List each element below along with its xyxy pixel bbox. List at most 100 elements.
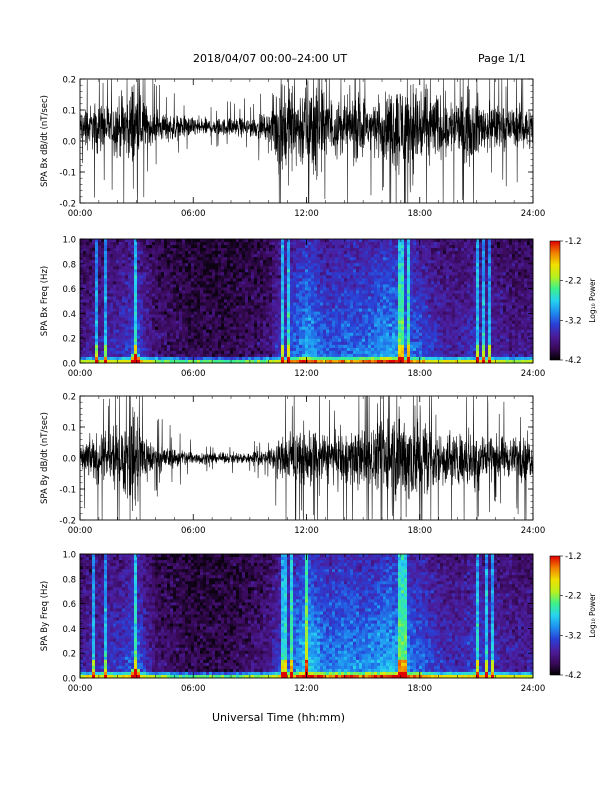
heatmap-cell bbox=[164, 266, 168, 270]
heatmap-cell bbox=[176, 305, 180, 309]
heatmap-cell bbox=[119, 275, 123, 279]
heatmap-cell bbox=[434, 245, 438, 249]
heatmap-cell bbox=[221, 341, 225, 346]
heatmap-cell bbox=[293, 311, 297, 315]
heatmap-cell bbox=[92, 356, 96, 361]
heatmap-cell bbox=[155, 266, 159, 270]
heatmap-cell bbox=[218, 254, 222, 258]
heatmap-cell bbox=[287, 302, 291, 306]
heatmap-cell bbox=[212, 305, 216, 309]
heatmap-cell bbox=[350, 272, 354, 276]
heatmap-cell bbox=[161, 266, 165, 270]
heatmap-cell bbox=[347, 305, 351, 309]
heatmap-cell bbox=[326, 329, 330, 334]
heatmap-cell bbox=[314, 347, 318, 352]
heatmap-cell bbox=[404, 353, 408, 358]
heatmap-cell bbox=[152, 308, 156, 312]
heatmap-cell bbox=[257, 242, 261, 246]
heatmap-cell bbox=[266, 293, 270, 297]
heatmap-cell bbox=[239, 248, 243, 252]
heatmap-cell bbox=[179, 353, 183, 358]
heatmap-cell bbox=[365, 332, 369, 337]
heatmap-cell bbox=[371, 302, 375, 306]
heatmap-cell bbox=[299, 242, 303, 246]
heatmap-cell bbox=[224, 248, 228, 252]
heatmap-cell bbox=[161, 290, 165, 294]
heatmap-cell bbox=[89, 269, 93, 273]
heatmap-cell bbox=[323, 287, 327, 291]
heatmap-cell bbox=[263, 302, 267, 306]
heatmap-cell bbox=[362, 320, 366, 325]
heatmap-cell bbox=[257, 281, 261, 285]
heatmap-cell bbox=[299, 284, 303, 288]
heatmap-cell bbox=[254, 275, 258, 279]
heatmap-cell bbox=[242, 311, 246, 315]
heatmap-cell bbox=[377, 266, 381, 270]
heatmap-cell bbox=[140, 239, 144, 243]
heatmap-cell bbox=[233, 356, 237, 361]
heatmap-cell bbox=[419, 347, 423, 352]
heatmap-cell bbox=[140, 338, 144, 343]
heatmap-cell bbox=[122, 248, 126, 252]
heatmap-cell bbox=[191, 350, 195, 355]
heatmap-cell bbox=[206, 284, 210, 288]
heatmap-cell bbox=[278, 260, 282, 264]
heatmap-cell bbox=[269, 356, 273, 361]
heatmap-cell bbox=[197, 290, 201, 294]
heatmap-cell bbox=[233, 320, 237, 325]
heatmap-cell bbox=[338, 266, 342, 270]
heatmap-cell bbox=[419, 302, 423, 306]
heatmap-cell bbox=[278, 305, 282, 309]
heatmap-cell bbox=[347, 326, 351, 331]
heatmap-cell bbox=[152, 260, 156, 264]
heatmap-cell bbox=[134, 341, 138, 346]
heatmap-cell bbox=[194, 290, 198, 294]
heatmap-cell bbox=[128, 254, 132, 258]
heatmap-cell bbox=[422, 347, 426, 352]
heatmap-cell bbox=[194, 308, 198, 312]
heatmap-cell bbox=[185, 272, 189, 276]
heatmap-cell bbox=[392, 329, 396, 334]
heatmap-cell bbox=[419, 281, 423, 285]
heatmap-cell bbox=[137, 254, 141, 258]
heatmap-cell bbox=[353, 257, 357, 261]
heatmap-cell bbox=[338, 281, 342, 285]
heatmap-cell bbox=[356, 344, 360, 349]
heatmap-cell bbox=[218, 293, 222, 297]
heatmap-cell bbox=[251, 257, 255, 261]
heatmap-cell bbox=[269, 326, 273, 331]
heatmap-cell bbox=[164, 323, 168, 328]
heatmap-cell bbox=[224, 356, 228, 361]
heatmap-cell bbox=[158, 347, 162, 352]
heatmap-cell bbox=[140, 284, 144, 288]
heatmap-cell bbox=[362, 335, 366, 340]
heatmap-cell bbox=[155, 311, 159, 315]
heatmap-cell bbox=[353, 275, 357, 279]
heatmap-cell bbox=[296, 323, 300, 328]
heatmap-cell bbox=[263, 269, 267, 273]
heatmap-cell bbox=[356, 308, 360, 312]
heatmap-cell bbox=[419, 272, 423, 276]
heatmap-cell bbox=[365, 260, 369, 264]
heatmap-cell bbox=[410, 338, 414, 343]
heatmap-cell bbox=[380, 359, 384, 364]
heatmap-cell bbox=[413, 317, 417, 321]
heatmap-cell bbox=[395, 299, 399, 303]
heatmap-cell bbox=[272, 281, 276, 285]
heatmap-cell bbox=[188, 338, 192, 343]
heatmap-cell bbox=[128, 359, 132, 364]
heatmap-cell bbox=[149, 257, 153, 261]
heatmap-cell bbox=[119, 302, 123, 306]
heatmap-cell bbox=[104, 323, 108, 328]
heatmap-cell bbox=[116, 269, 120, 273]
heatmap-cell bbox=[119, 266, 123, 270]
heatmap-cell bbox=[236, 272, 240, 276]
heatmap-cell bbox=[425, 263, 429, 267]
heatmap-cell bbox=[428, 281, 432, 285]
heatmap-cell bbox=[98, 281, 102, 285]
heatmap-cell bbox=[203, 251, 207, 255]
heatmap-cell bbox=[326, 293, 330, 297]
heatmap-cell bbox=[299, 278, 303, 282]
heatmap-cell bbox=[203, 275, 207, 279]
heatmap-cell bbox=[356, 311, 360, 315]
